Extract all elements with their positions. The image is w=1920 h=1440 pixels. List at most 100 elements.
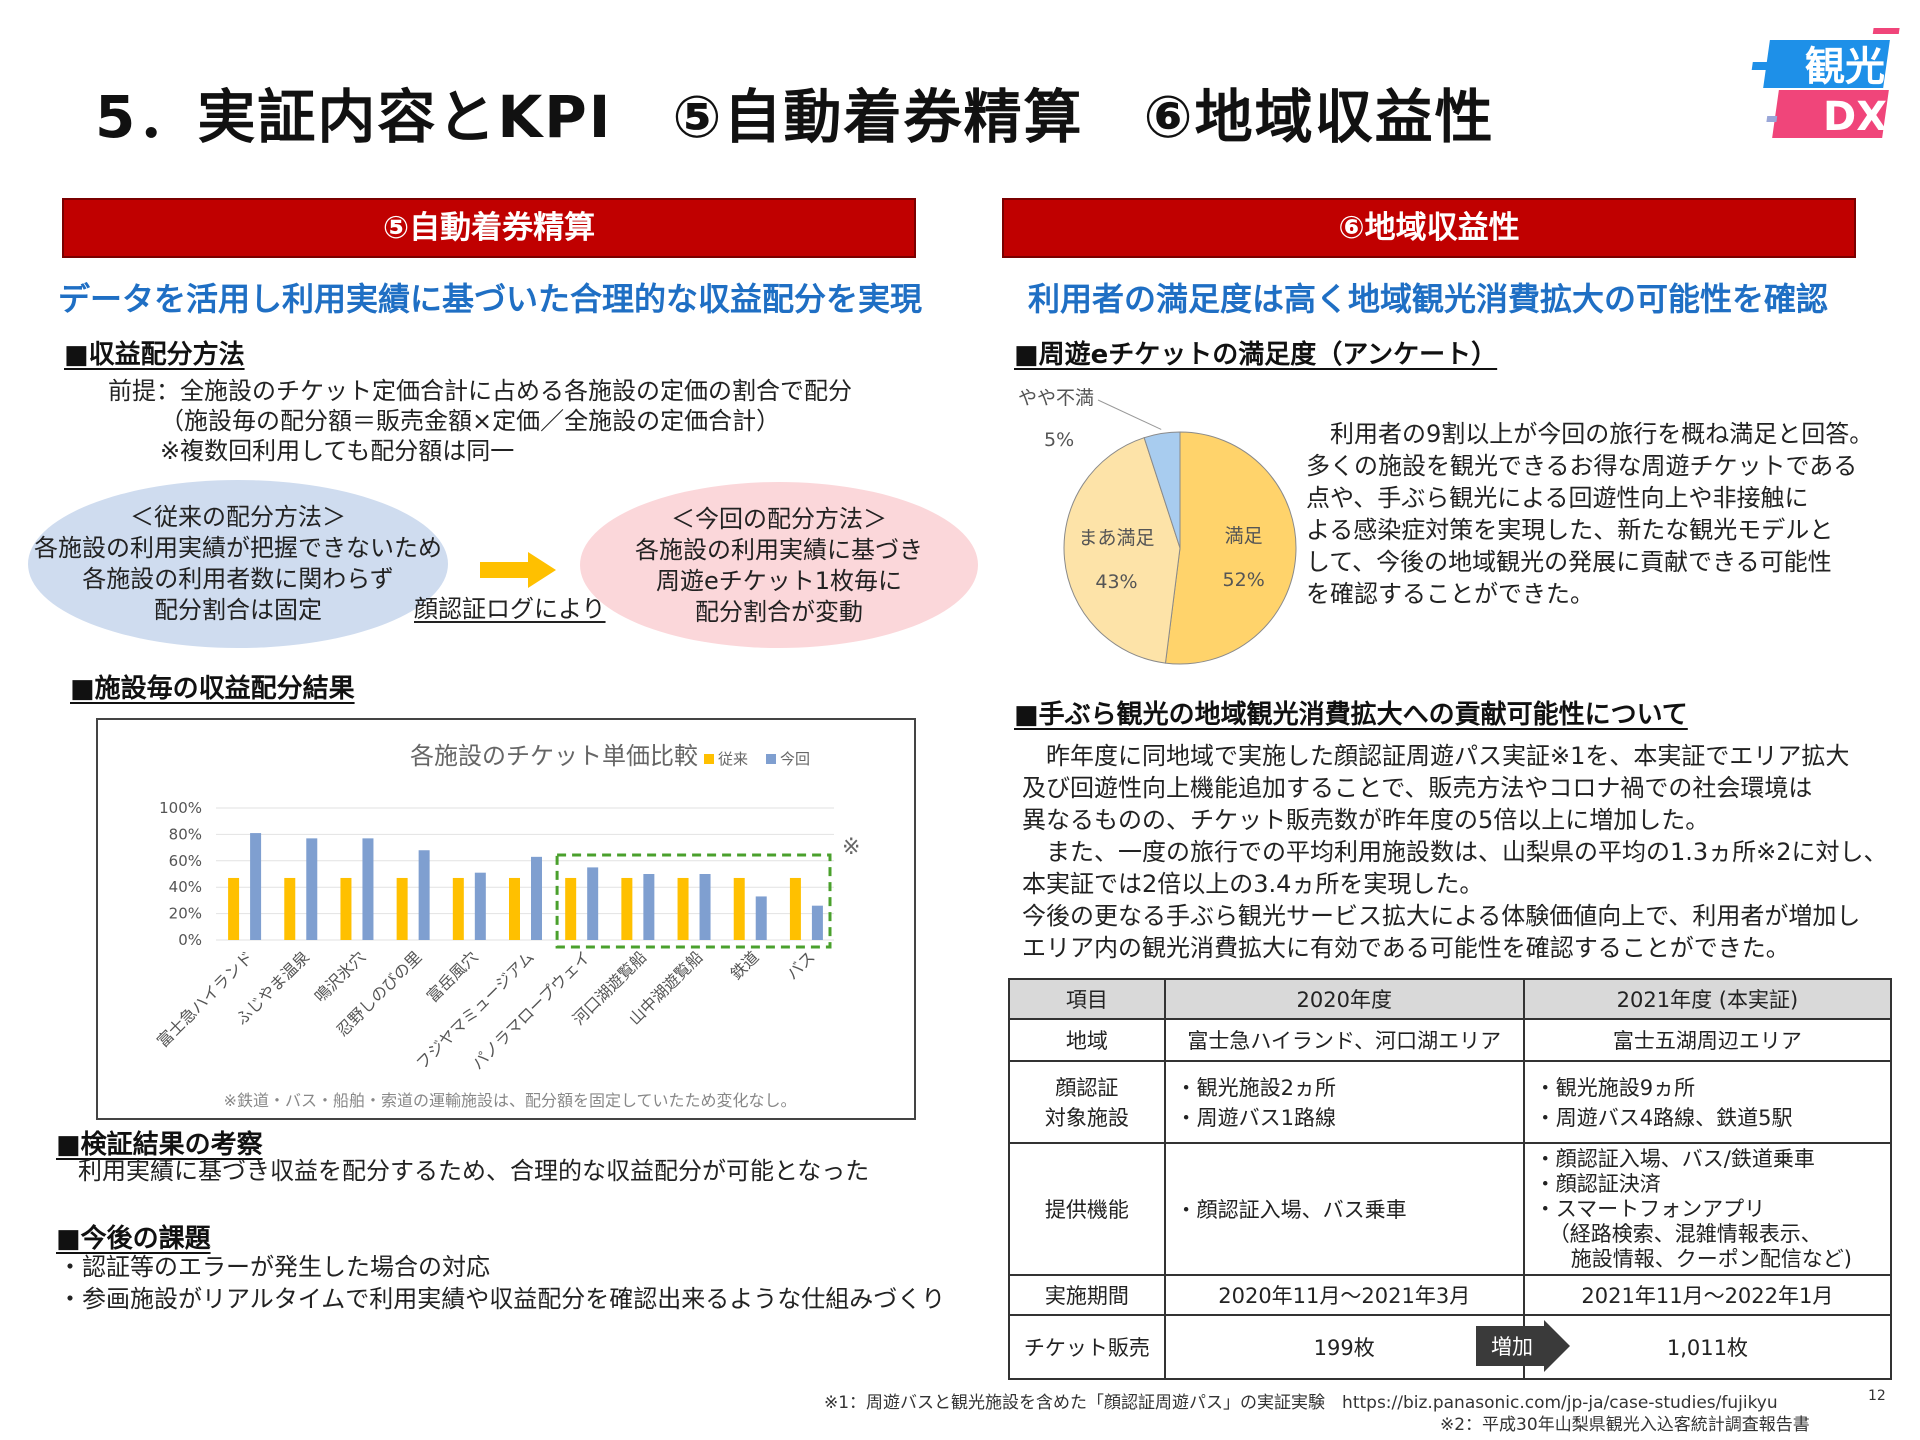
contrib-line-6: 今後の更なる手ぶら観光サービス拡大による体験価値向上で、利用者が増加し <box>1022 902 1861 930</box>
table-cell: 顔認証 対象施設 <box>1008 1060 1166 1144</box>
y-tick-label: 60% <box>169 852 202 870</box>
y-tick-label: 80% <box>169 825 202 843</box>
table-cell: 提供機能 <box>1008 1142 1166 1276</box>
footnote-2: ※2：平成30年山梨県観光入込客統計調査報告書 <box>1440 1415 1810 1435</box>
logo-line1: 観光 <box>1805 44 1885 90</box>
pie-label: やや不満 <box>1018 387 1094 409</box>
table-row: 提供機能 ・顔認証入場、バス乗車 ・顔認証入場、バス/鉄道乗車 ・顔認証決済 ・… <box>1008 1142 1893 1276</box>
kanko-dx-logo: 観光 DX <box>1745 18 1905 146</box>
bar-chart-box: 各施設のチケット単価比較 従来 今回 0% 20% 40% 60% 80% 100% 富士急ハイラ… <box>96 718 916 1120</box>
table-row: 地域 富士急ハイランド、河口湖エリア 富士五湖周辺エリア <box>1008 1018 1893 1062</box>
bar-old <box>452 877 464 940</box>
old-method-line3: 配分割合は固定 <box>154 596 322 624</box>
page-title: 5．実証内容とKPI ⑤自動着券精算 ⑥地域収益性 <box>95 83 1495 151</box>
contrib-line-5: 本実証では2倍以上の3.4ヵ所を実現した。 <box>1022 870 1484 898</box>
func-2021-2: ・顔認証決済 <box>1534 1171 1661 1196</box>
table-cell: ・顔認証入場、バス/鉄道乗車 ・顔認証決済 ・スマートフォンアプリ （経路検索、… <box>1522 1142 1893 1276</box>
chart-title: 各施設のチケット単価比較 <box>410 742 698 770</box>
via-face-log: 顔認証ログにより <box>414 595 606 623</box>
review-text: 利用実績に基づき収益を配分するため、合理的な収益配分が可能となった <box>78 1157 870 1185</box>
survey-line-2: 多くの施設を観光できるお得な周遊チケットである <box>1306 452 1858 480</box>
issue-2: ・参画施設がリアルタイムで利用実績や収益配分を確認出来るような仕組みづくり <box>58 1285 946 1313</box>
bar-old <box>677 877 689 940</box>
survey-line-1: 利用者の9割以上が今回の旅行を概ね満足と回答。 <box>1306 420 1874 448</box>
survey-text: 利用者の9割以上が今回の旅行を概ね満足と回答。 多くの施設を観光できるお得な周遊… <box>1306 418 1873 610</box>
func-2021-1: ・顔認証入場、バス/鉄道乗車 <box>1534 1146 1815 1171</box>
method-heading: ■収益配分方法 <box>64 340 245 370</box>
table-cell: 地域 <box>1008 1018 1166 1062</box>
method-line-3: ※複数回利用しても配分額は同一 <box>160 437 515 465</box>
table-header-row: 項目 2020年度 2021年度 (本実証) <box>1008 978 1893 1020</box>
face-2020-2: ・周遊バス1路線 <box>1175 1106 1337 1130</box>
bar-old <box>340 877 352 940</box>
bar-old <box>396 877 408 940</box>
pie-slice-2 <box>1143 431 1181 549</box>
table-cell: 2020年11月～2021年3月 <box>1163 1274 1525 1316</box>
page-number: 12 <box>1868 1388 1886 1404</box>
bar-new <box>531 856 542 940</box>
survey-line-4: よる感染症対策を実現した、新たな観光モデルと <box>1306 516 1834 544</box>
highlight-box <box>555 853 832 949</box>
left-subhead: データを活用し利用実績に基づいた合理的な収益配分を実現 <box>58 280 923 318</box>
contrib-line-7: エリア内の観光消費拡大に有効である可能性を確認することができた。 <box>1022 934 1790 962</box>
y-tick-label: 100% <box>159 799 202 817</box>
table-cell: 富士五湖周辺エリア <box>1522 1018 1893 1062</box>
bar-new <box>811 905 823 940</box>
bar-old <box>565 877 577 940</box>
table-header: 2020年度 <box>1163 978 1525 1020</box>
survey-heading: ■周遊eチケットの満足度（アンケート） <box>1014 340 1498 370</box>
bar-new <box>474 872 486 940</box>
review-heading: ■検証結果の考察 <box>56 1130 263 1160</box>
contrib-line-4: また、一度の旅行での平均利用施設数は、山梨県の平均の1.3ヵ所※2に対し、 <box>1022 838 1888 866</box>
survey-line-5: して、今後の地域観光の発展に貢献できる可能性 <box>1306 548 1832 576</box>
bar-new <box>587 867 599 940</box>
old-method-line1: 各施設の利用実績が把握できないため <box>34 534 442 562</box>
arrow-right-icon <box>480 552 556 588</box>
chart-note-mark: ※ <box>842 835 860 860</box>
pie-pct: 5% <box>1044 429 1074 451</box>
func-2021-4: （経路検索、混雑情報表示、 <box>1548 1221 1822 1246</box>
table-cell: 富士急ハイランド、河口湖エリア <box>1163 1018 1525 1062</box>
pie-label: 満足 <box>1225 525 1263 547</box>
new-method-line1: 各施設の利用実績に基づき <box>635 536 923 564</box>
pie-chart: 満足 52% まあ満足 43% やや不満 5% <box>1018 387 1297 665</box>
table-cell: 実施期間 <box>1008 1274 1166 1316</box>
bar-old <box>284 877 296 940</box>
pie-pct: 52% <box>1223 569 1265 591</box>
left-section-bar: ⑤自動着券精算 <box>62 198 916 258</box>
survey-line-6: を確認することができた。 <box>1306 580 1594 608</box>
new-method-title: ＜今回の配分方法＞ <box>671 505 887 533</box>
contrib-line-1: 昨年度に同地域で実施した顔認証周遊パス実証※1を、本実証でエリア拡大 <box>1022 742 1850 770</box>
new-method-line3: 配分割合が変動 <box>695 598 863 626</box>
right-section-bar: ⑥地域収益性 <box>1002 198 1856 258</box>
x-tick-label: 富岳風穴 <box>423 947 482 1006</box>
pie-slice-0 <box>1164 431 1297 665</box>
table-row: 実施期間 2020年11月～2021年3月 2021年11月～2022年1月 <box>1008 1274 1893 1316</box>
legend-swatch-0 <box>704 754 714 764</box>
table-cell: ・観光施設9ヵ所 ・周遊バス4路線、鉄道5駅 <box>1522 1060 1893 1144</box>
table-header: 2021年度 (本実証) <box>1522 978 1893 1020</box>
y-tick-label: 0% <box>178 931 202 949</box>
legend-label-1: 今回 <box>780 750 810 768</box>
bar-new <box>418 850 430 940</box>
contrib-heading: ■手ぶら観光の地域観光消費拡大への貢献可能性について <box>1014 700 1688 730</box>
contrib-line-2: 及び回遊性向上機能追加することで、販売方法やコロナ禍での社会環境は <box>1022 774 1813 802</box>
y-tick-label: 40% <box>169 878 202 896</box>
issues-heading: ■今後の課題 <box>56 1224 211 1254</box>
comparison-table: 項目 2020年度 2021年度 (本実証) 地域 富士急ハイランド、河口湖エリ… <box>1008 978 1893 1380</box>
new-method-line2: 周遊eチケット1枚毎に <box>655 567 903 595</box>
bar-old <box>789 877 801 940</box>
y-tick-label: 20% <box>169 905 202 923</box>
table-cell: ・顔認証入場、バス乗車 <box>1163 1142 1525 1276</box>
face-2020-1: ・観光施設2ヵ所 <box>1175 1076 1337 1100</box>
legend-swatch-1 <box>766 754 776 764</box>
contrib-text: 昨年度に同地域で実施した顔認証周遊パス実証※1を、本実証でエリア拡大 及び回遊性… <box>1022 740 1888 964</box>
bar-new <box>755 896 767 940</box>
pie-label: まあ満足 <box>1078 527 1154 549</box>
method-line-1: 前提：全施設のチケット定価合計に占める各施設の定価の割合で配分 <box>108 377 852 405</box>
increase-label: 増加 <box>1491 1335 1533 1359</box>
bar-new <box>643 874 655 940</box>
issue-1: ・認証等のエラーが発生した場合の対応 <box>58 1253 490 1281</box>
bar-new <box>362 838 374 940</box>
increase-arrow-icon: 増加 <box>1476 1320 1570 1372</box>
